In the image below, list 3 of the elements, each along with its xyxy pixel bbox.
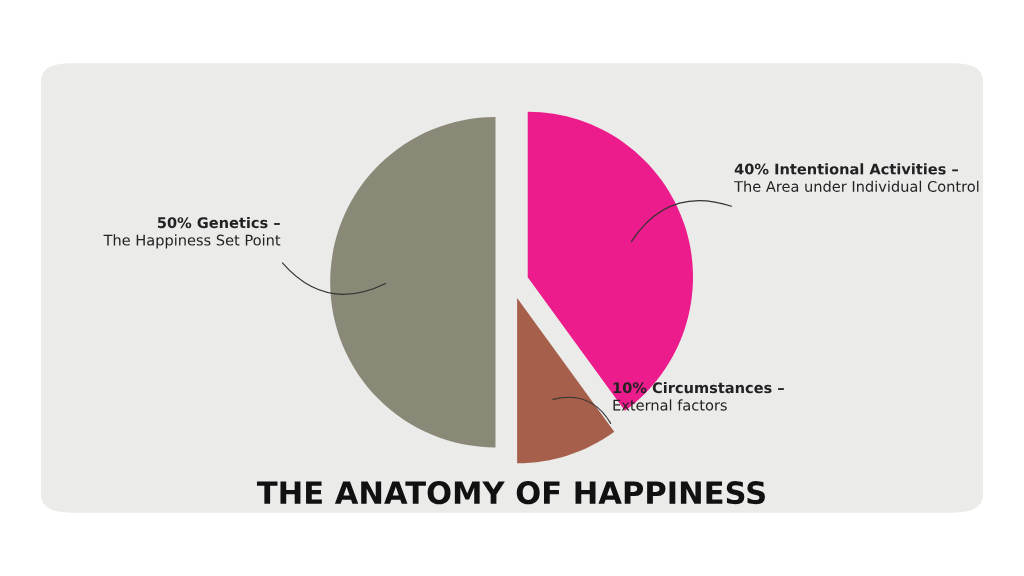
text: THE ANATOMY OF HAPPINESS — [256, 481, 765, 505]
slice-label: 40% Intentional Activities – The Area under Individual Control — [734, 163, 979, 192]
slice-label: 50% Genetics – The Happiness Set Point — [103, 216, 281, 249]
